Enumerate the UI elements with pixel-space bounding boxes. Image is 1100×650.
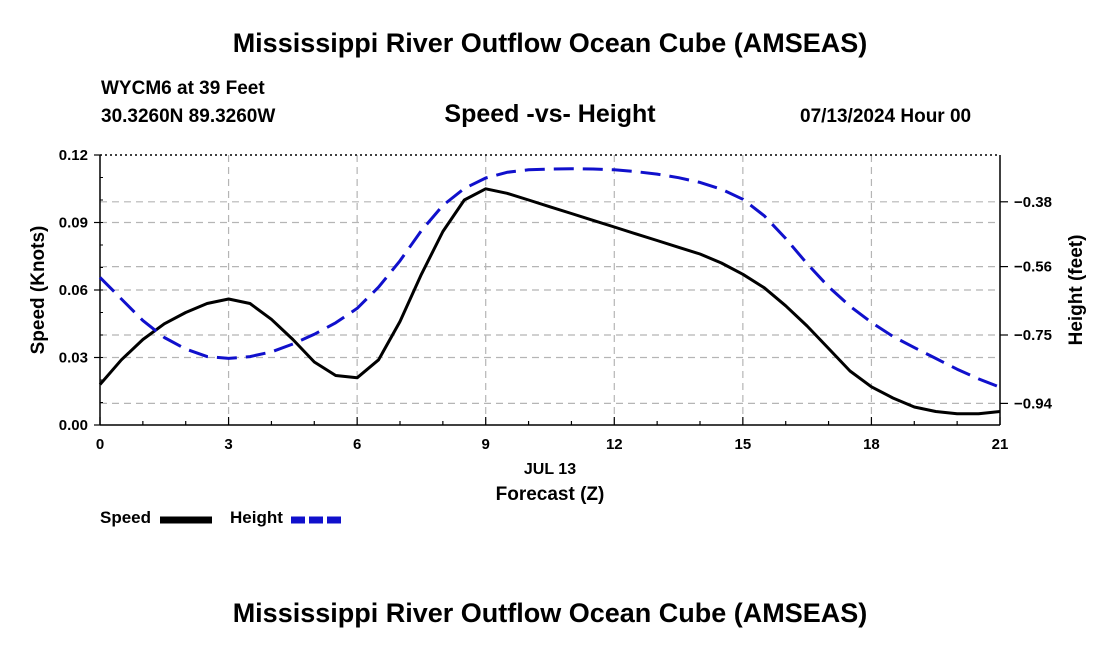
legend-label-speed: Speed xyxy=(100,508,152,527)
y-right-tick-label: −0.75 xyxy=(1014,327,1052,344)
x-axis-title: Forecast (Z) xyxy=(496,484,605,505)
footer-title: Mississippi River Outflow Ocean Cube (AM… xyxy=(232,598,868,628)
series-line-height xyxy=(98,167,1001,389)
y-right-tick-label: −0.94 xyxy=(1014,395,1053,412)
chart-subtitle: Speed -vs- Height xyxy=(444,100,656,128)
forecast-datetime: 07/13/2024 Hour 00 xyxy=(800,106,972,127)
legend-label-height: Height xyxy=(230,508,283,527)
x-tick-label: 6 xyxy=(353,436,361,453)
x-tick-label: 0 xyxy=(96,436,104,453)
y-left-tick-label: 0.09 xyxy=(59,215,88,232)
series-line-speed xyxy=(98,187,1001,416)
x-tick-label: 18 xyxy=(863,436,880,453)
y-left-tick-label: 0.06 xyxy=(59,282,88,299)
y-right-axis-title: Height (feet) xyxy=(1066,235,1087,346)
y-right-tick-label: −0.56 xyxy=(1014,259,1052,276)
chart-title: Mississippi River Outflow Ocean Cube (AM… xyxy=(232,28,868,58)
station-coordinates: 30.3260N 89.3260W xyxy=(101,106,276,127)
y-left-tick-label: 0.03 xyxy=(59,350,88,367)
x-tick-label: 15 xyxy=(735,436,752,453)
y-left-tick-label: 0.00 xyxy=(59,417,88,434)
x-tick-label: 21 xyxy=(992,436,1009,453)
y-left-tick-label: 0.12 xyxy=(59,147,88,164)
station-label: WYCM6 at 39 Feet xyxy=(101,78,265,99)
x-date-label: JUL 13 xyxy=(524,461,576,478)
y-right-tick-label: −0.38 xyxy=(1014,194,1052,211)
x-tick-label: 3 xyxy=(224,436,232,453)
x-tick-label: 9 xyxy=(482,436,490,453)
x-tick-label: 12 xyxy=(606,436,623,453)
y-left-axis-title: Speed (Knots) xyxy=(28,226,49,355)
